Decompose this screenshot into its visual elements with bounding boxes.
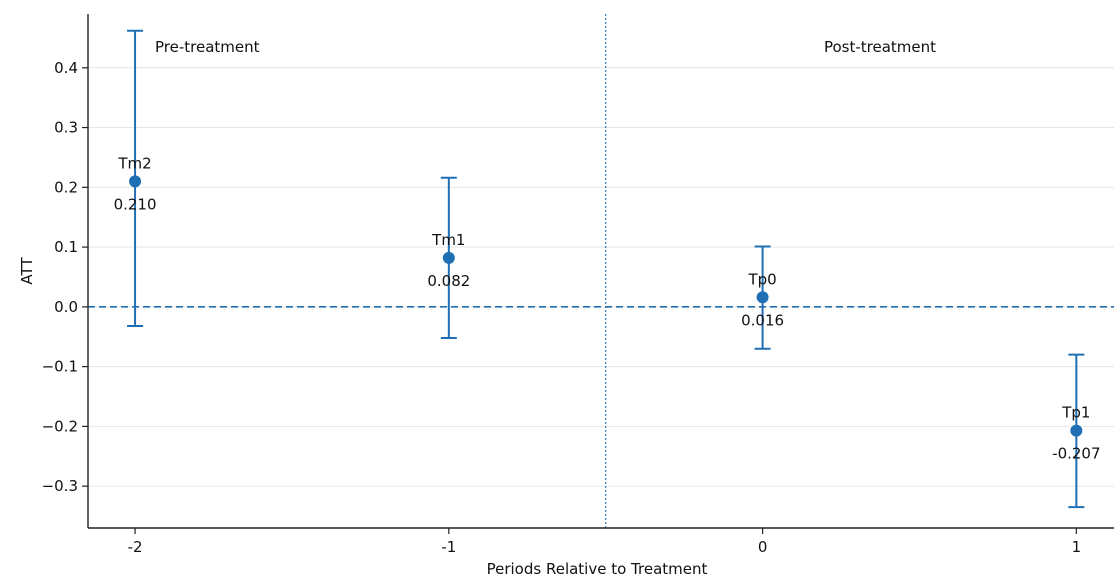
x-tick-label: -1 — [441, 538, 456, 556]
y-tick-label: 0.2 — [54, 178, 78, 196]
pre-treatment-label: Pre-treatment — [155, 38, 260, 56]
point-value-label: 0.210 — [114, 195, 157, 213]
y-tick-label: 0.1 — [54, 238, 78, 256]
y-tick-label: −0.1 — [42, 358, 78, 376]
point-value-label: -0.207 — [1052, 445, 1100, 463]
point-value-label: 0.016 — [741, 311, 784, 329]
data-point — [756, 291, 769, 304]
point-name-label: Tp0 — [747, 270, 776, 288]
y-tick-label: 0.0 — [54, 298, 78, 316]
point-labels: Tm2 0.210 Tm1 0.082 Tp0 0.016 Tp1 -0.207 — [114, 154, 1101, 462]
data-point — [1070, 424, 1083, 437]
x-tick-label: -2 — [128, 538, 143, 556]
y-ticks: −0.3 −0.2 −0.1 0.0 0.1 0.2 0.3 0.4 — [42, 59, 88, 495]
x-ticks: -2 -1 0 1 — [128, 528, 1082, 556]
grid-lines — [88, 67, 1114, 487]
point-name-label: Tp1 — [1061, 404, 1090, 422]
x-tick-label: 0 — [758, 538, 768, 556]
data-point — [442, 251, 455, 264]
y-axis-title: ATT — [18, 257, 36, 285]
y-tick-label: 0.4 — [54, 59, 78, 77]
data-point — [129, 175, 142, 188]
point-name-label: Tm1 — [431, 231, 465, 249]
y-tick-label: −0.3 — [42, 477, 78, 495]
point-value-label: 0.082 — [427, 272, 470, 290]
post-treatment-label: Post-treatment — [824, 38, 936, 56]
point-name-label: Tm2 — [117, 154, 151, 172]
data-points — [129, 175, 1083, 437]
x-tick-label: 1 — [1072, 538, 1082, 556]
y-tick-label: 0.3 — [54, 119, 78, 137]
axes — [87, 14, 1114, 529]
x-axis-title: Periods Relative to Treatment — [487, 560, 708, 578]
y-tick-label: −0.2 — [42, 417, 78, 435]
